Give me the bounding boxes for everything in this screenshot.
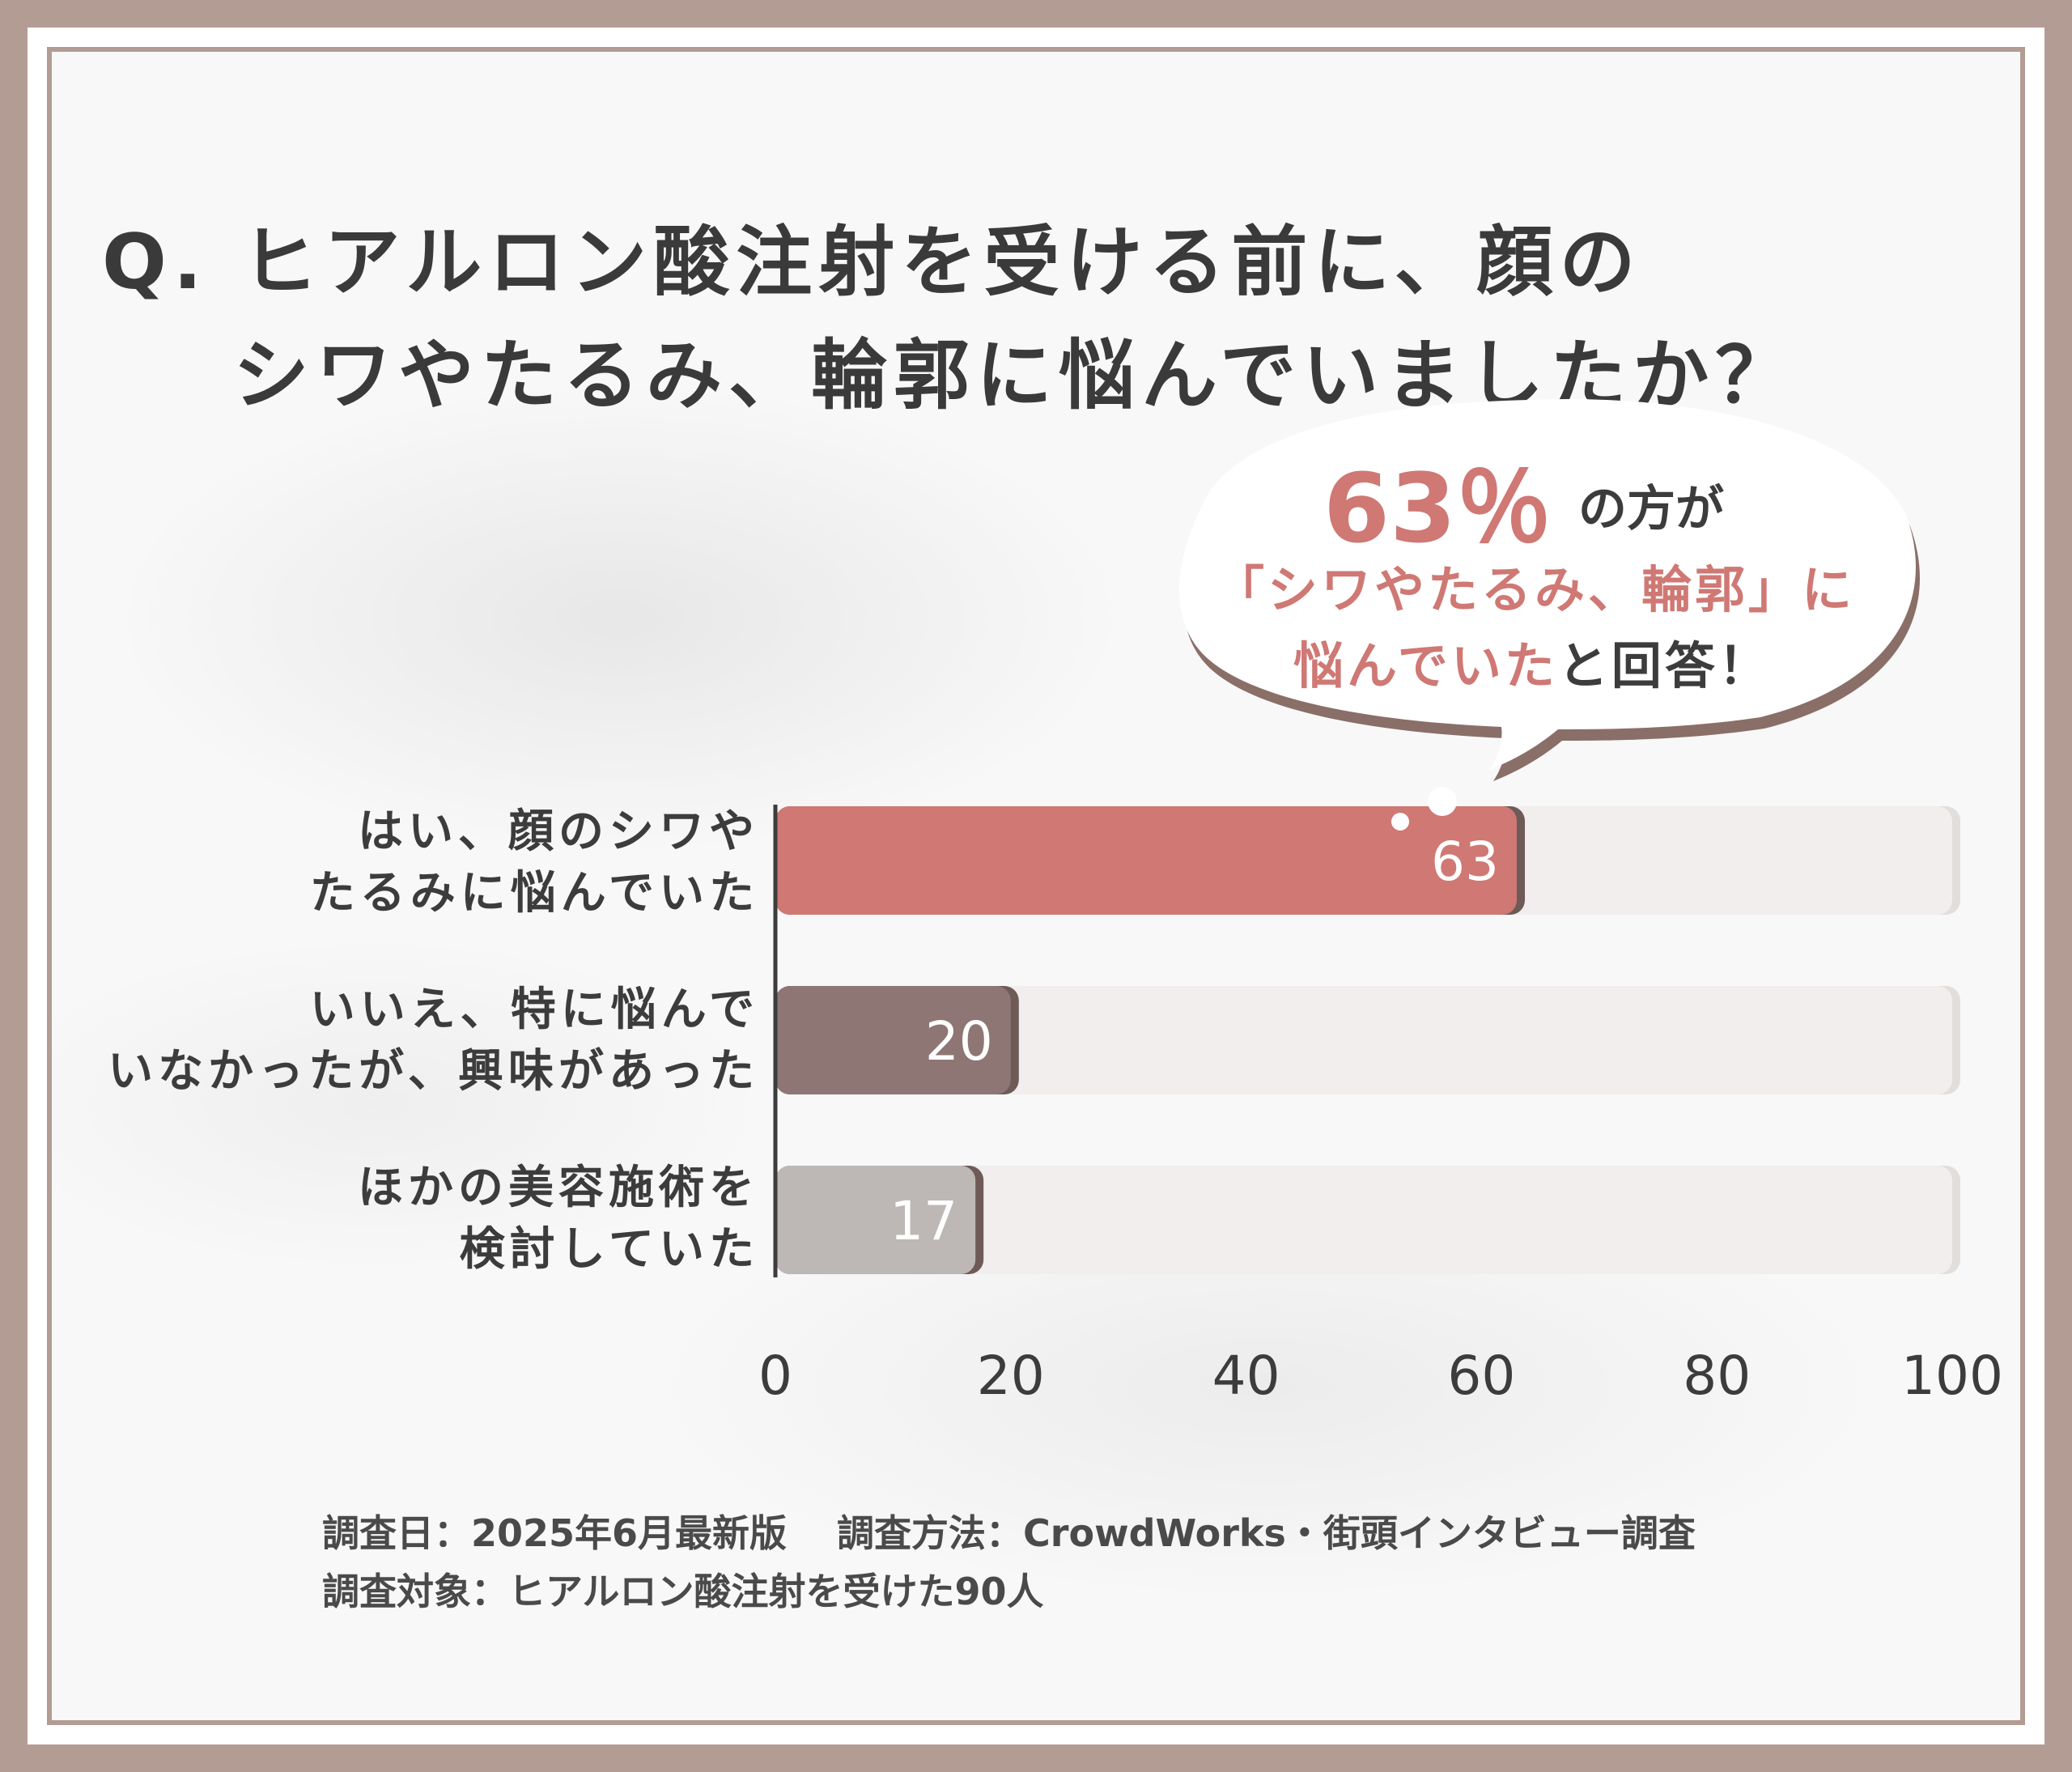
- callout-line3-suffix: と回答！: [1557, 636, 1772, 695]
- callout-line1-suffix: の方が: [1578, 481, 1724, 538]
- bar-value-label: 20: [925, 1010, 993, 1073]
- callout-bubble-body: [1179, 399, 1916, 770]
- category-label-3: ほかの美容施術を 検討していた: [358, 1158, 759, 1281]
- x-tick-label: 60: [1447, 1345, 1515, 1407]
- bar-track: [775, 986, 1952, 1094]
- category-label-3-line2: 検討していた: [459, 1223, 759, 1276]
- bar-track: [775, 1166, 1952, 1274]
- card-frame: [47, 47, 2025, 1725]
- category-label-3-line1: ほかの美容施術を: [358, 1162, 759, 1214]
- footnote-survey-target: 調査対象：ヒアルロン酸注射を受けた90人: [322, 1570, 1044, 1613]
- x-tick-label: 0: [758, 1345, 792, 1407]
- bar: [775, 1166, 976, 1274]
- x-tick-label: 80: [1683, 1345, 1751, 1407]
- callout-line2: 「シワやたるみ、輪郭」に: [1214, 560, 1856, 619]
- question-title-line1: Q. ヒアルロン酸注射を受ける前に、顔の: [102, 219, 1642, 307]
- footnote-survey-info: 調査日：2025年6月最新版 調査方法：CrowdWorks・街頭インタビュー調…: [322, 1511, 1696, 1555]
- callout-line3-highlight: 悩んでいた: [1293, 636, 1558, 695]
- x-tick-label: 100: [1901, 1345, 2003, 1407]
- category-label-2-line1: いいえ、特に悩んで: [309, 984, 759, 1036]
- callout-percent: 63％: [1323, 453, 1552, 564]
- callout-line3: 悩んでいたと回答！: [1293, 625, 1772, 698]
- x-tick-label: 40: [1212, 1345, 1280, 1407]
- bar: [775, 806, 1518, 915]
- category-label-1: はい、顔のシワや たるみに悩んでいた: [310, 801, 759, 924]
- category-label-2-line2: いなかったが、興味があった: [108, 1045, 759, 1098]
- decor-dot-small: [1391, 813, 1409, 831]
- bar: [775, 986, 1011, 1094]
- x-tick-label: 20: [977, 1345, 1045, 1407]
- category-label-1-line2: たるみに悩んでいた: [309, 867, 759, 920]
- bar-value-label: 63: [1431, 831, 1499, 893]
- bar-value-label: 17: [890, 1190, 957, 1252]
- category-label-1-line1: はい、顔のシワや: [358, 805, 759, 858]
- category-label-2: いいえ、特に悩んで いなかったが、興味があった: [108, 979, 759, 1103]
- decor-dot-large: [1428, 787, 1457, 816]
